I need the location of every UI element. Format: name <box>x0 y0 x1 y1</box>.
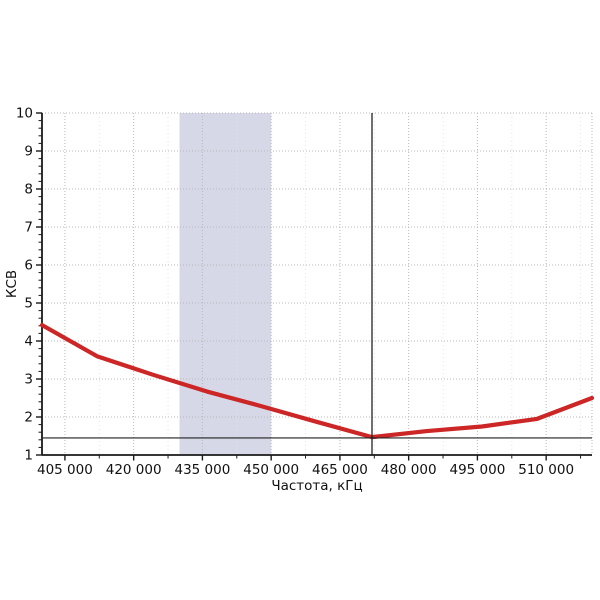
x-tick-label: 405 000 <box>37 462 93 478</box>
y-tick-label: 6 <box>24 258 33 274</box>
tick-label-layer: 1 2 3 4 5 6 7 8 9 10 405 000 420 000 435 000 450 000 4… <box>16 106 574 479</box>
y-tick-label: 7 <box>24 220 33 236</box>
vswr-curve <box>39 322 595 440</box>
y-tick-label: 5 <box>24 296 33 312</box>
y-axis-title: КСВ <box>4 270 20 298</box>
y-tick-label: 3 <box>24 372 33 388</box>
y-tick-label: 2 <box>24 410 33 426</box>
x-tick-label: 435 000 <box>175 462 231 478</box>
y-tick-label: 8 <box>24 182 33 198</box>
x-tick-label: 495 000 <box>450 462 506 478</box>
x-tick-label: 480 000 <box>381 462 437 478</box>
x-tick-label: 420 000 <box>106 462 162 478</box>
axes-layer <box>36 112 592 461</box>
x-tick-label: 450 000 <box>243 462 299 478</box>
grid-layer <box>42 112 593 455</box>
x-tick-label: 465 000 <box>312 462 368 478</box>
series-layer <box>39 322 595 440</box>
x-axis-title: Частота, кГц <box>271 478 362 494</box>
x-tick-label: 510 000 <box>518 462 574 478</box>
y-tick-label: 10 <box>16 106 33 122</box>
y-tick-label: 9 <box>24 144 33 160</box>
y-tick-label: 1 <box>24 448 33 464</box>
marker-layer <box>42 113 592 455</box>
y-tick-label: 4 <box>24 334 33 350</box>
